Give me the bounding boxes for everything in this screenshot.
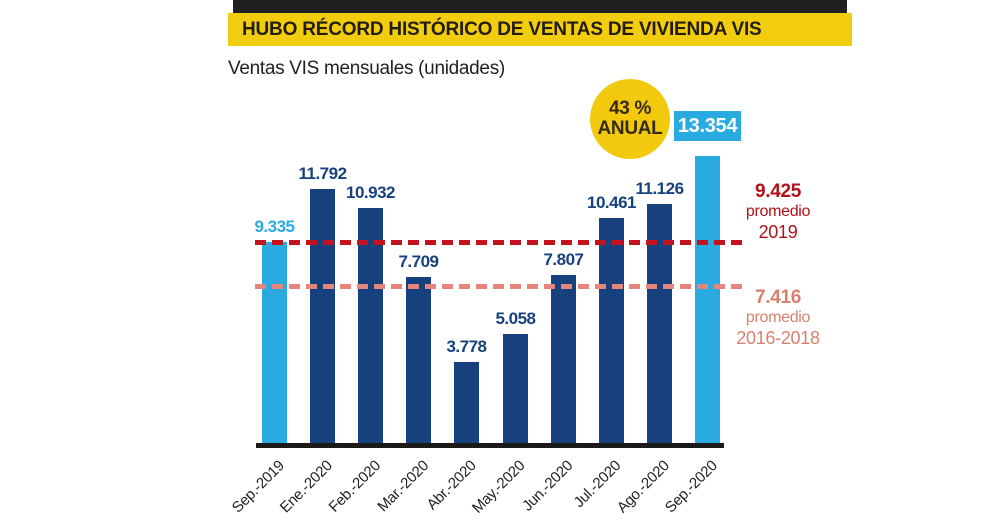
bar-ene-2020 bbox=[310, 189, 335, 443]
bar-mar-2020 bbox=[406, 277, 431, 443]
top-black-bar bbox=[233, 0, 847, 13]
x-axis-label: Feb.-2020 bbox=[325, 457, 384, 516]
avg-2019-value: 9.425 bbox=[754, 181, 802, 202]
headline-text: HUBO RÉCORD HISTÓRICO DE VENTAS DE VIVIE… bbox=[242, 18, 762, 40]
avg-2019-caption: promedio bbox=[745, 203, 811, 220]
bar-value-label: 3.778 bbox=[446, 337, 487, 356]
avg-2016-2018-years: 2016-2018 bbox=[736, 328, 820, 348]
bar-jun-2020 bbox=[551, 275, 576, 443]
peak-value-badge: 13.354 bbox=[674, 111, 741, 141]
headline-bar: HUBO RÉCORD HISTÓRICO DE VENTAS DE VIVIE… bbox=[228, 13, 852, 46]
bar-value-label: 9.335 bbox=[254, 217, 295, 236]
avg-2019-year: 2019 bbox=[758, 222, 798, 242]
bar-sep-2020 bbox=[695, 156, 720, 443]
bar-abr-2020 bbox=[454, 362, 479, 443]
avg-2016-2018-caption: promedio bbox=[745, 309, 811, 326]
x-axis-label: Mar.-2020 bbox=[373, 457, 432, 516]
bar-value-label: 10.461 bbox=[587, 193, 637, 212]
bar-value-label: 10.932 bbox=[346, 183, 396, 202]
annual-growth-badge: 43 % ANUAL bbox=[590, 79, 670, 159]
bar-value-label: 11.126 bbox=[635, 179, 684, 198]
bar-value-label: 7.709 bbox=[398, 252, 439, 271]
bar-feb-2020 bbox=[358, 208, 383, 443]
bar-value-label: 5.058 bbox=[495, 309, 536, 328]
x-axis-label: May.-2020 bbox=[469, 457, 529, 517]
bar-value-label: 11.792 bbox=[298, 164, 347, 183]
chart-subtitle: Ventas VIS mensuales (unidades) bbox=[228, 58, 505, 79]
avg-2019-line bbox=[255, 240, 743, 245]
badge-caption: ANUAL bbox=[597, 118, 663, 139]
badge-percent: 43 % bbox=[608, 98, 652, 119]
x-axis-line bbox=[256, 443, 724, 448]
avg-2016-2018-label: 7.416 promedio 2016-2018 bbox=[733, 287, 823, 349]
bar-sep-2019 bbox=[262, 242, 287, 443]
bar-may-2020 bbox=[503, 334, 528, 443]
bar-jul-2020 bbox=[599, 218, 624, 443]
avg-2016-2018-line bbox=[255, 284, 743, 289]
x-axis-label: Jun.-2020 bbox=[519, 457, 577, 515]
avg-2016-2018-value: 7.416 bbox=[754, 287, 802, 308]
avg-2019-label: 9.425 promedio 2019 bbox=[733, 181, 823, 243]
bar-value-label: 7.807 bbox=[543, 250, 584, 269]
